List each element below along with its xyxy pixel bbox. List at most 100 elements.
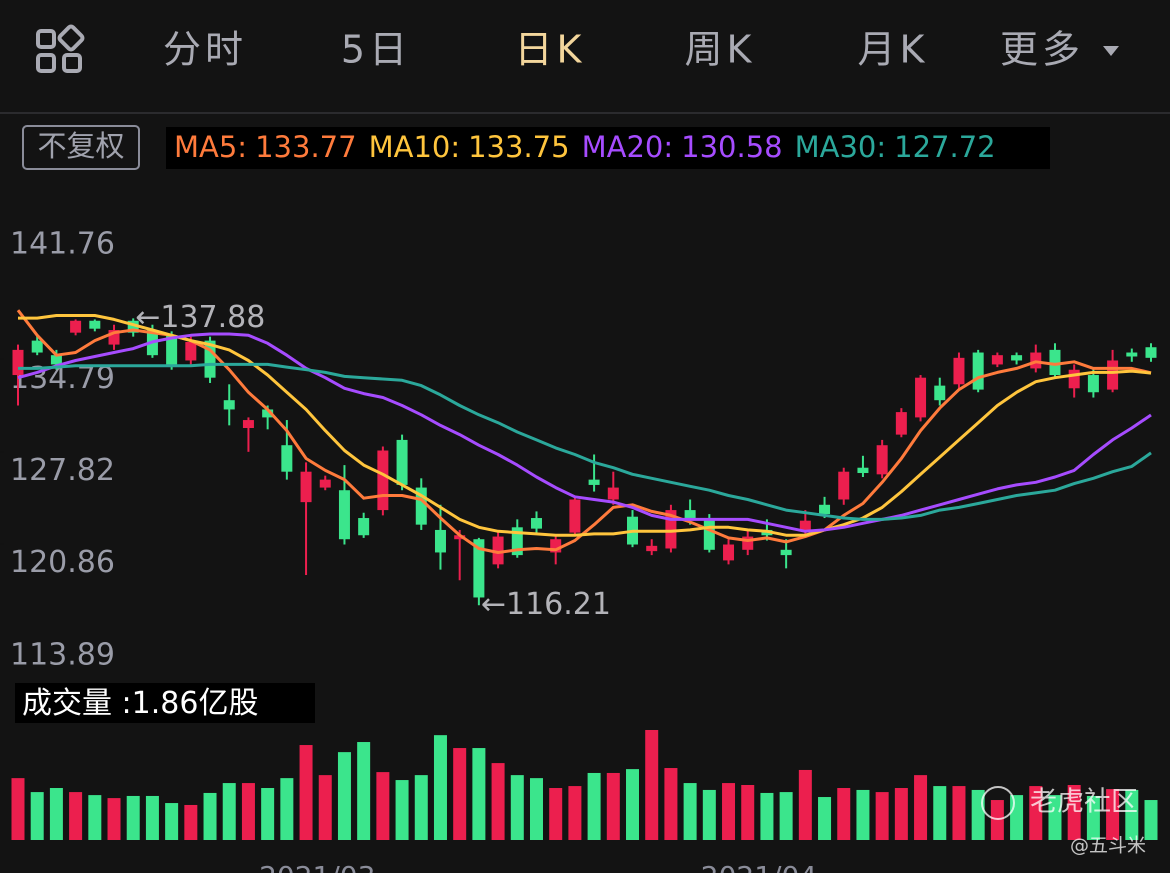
volume-bar bbox=[645, 730, 659, 840]
volume-bar bbox=[433, 735, 447, 840]
volume-bar bbox=[952, 786, 966, 840]
candle-body bbox=[415, 487, 427, 525]
candle-body bbox=[108, 330, 120, 345]
candle-body bbox=[70, 320, 82, 333]
legend-value: 130.58 bbox=[681, 130, 782, 164]
legend-name: MA10: bbox=[369, 130, 461, 164]
volume-bar bbox=[414, 775, 428, 840]
plot: 141.76134.79127.82120.86113.892021/03202… bbox=[0, 227, 1158, 873]
volume-bar bbox=[222, 783, 236, 840]
volume-bar bbox=[376, 772, 390, 840]
x-tick-label: 2021/04 bbox=[701, 860, 817, 873]
candle-body bbox=[50, 355, 62, 365]
candle-body bbox=[396, 439, 408, 485]
legend-background bbox=[166, 127, 1050, 169]
candle-body bbox=[1126, 352, 1138, 357]
volume-bar bbox=[798, 769, 812, 840]
candle-body bbox=[665, 510, 677, 549]
ma-line bbox=[16, 309, 1152, 554]
candle-body bbox=[703, 518, 715, 550]
legend: MA5: 133.77 MA10: 133.75 MA20: 130.58 MA30: 127… bbox=[174, 130, 996, 164]
icon-square bbox=[36, 29, 56, 49]
volume-bar bbox=[933, 786, 947, 840]
adjust-button[interactable]: 不复权 bbox=[37, 129, 124, 163]
candle-body bbox=[223, 400, 235, 410]
candle-body bbox=[857, 467, 869, 474]
volume-bar bbox=[165, 803, 179, 840]
candle-body bbox=[127, 320, 139, 333]
candle-body bbox=[530, 518, 542, 529]
volume-label: 成交量 :1.86亿股 bbox=[22, 686, 258, 721]
tab[interactable]: 分时 bbox=[163, 28, 247, 72]
candle-body bbox=[723, 544, 735, 561]
candle-body bbox=[89, 320, 101, 329]
volume-bar bbox=[741, 785, 755, 840]
candle-body bbox=[358, 518, 370, 536]
watermark-author: @五斗米 bbox=[1070, 835, 1146, 857]
candle-body bbox=[473, 539, 485, 598]
volume-bar bbox=[1048, 795, 1062, 840]
y-tick-label: 120.86 bbox=[10, 545, 115, 580]
tab[interactable]: 5日 bbox=[341, 28, 411, 72]
candle-body bbox=[204, 340, 216, 378]
watermark-brand: 老虎社区 bbox=[1030, 787, 1138, 818]
candle-body bbox=[281, 445, 293, 472]
candle-body bbox=[454, 535, 466, 540]
candle-body bbox=[1049, 349, 1061, 376]
volume-bar bbox=[549, 788, 563, 840]
legend-value: 127.72 bbox=[894, 130, 995, 164]
more-arrow bbox=[1103, 46, 1119, 56]
candle-body bbox=[915, 377, 927, 418]
candle-body bbox=[31, 340, 43, 353]
volume-bar bbox=[664, 768, 678, 840]
volume-bar bbox=[88, 795, 102, 840]
volume-bar bbox=[453, 748, 467, 840]
volume-bar bbox=[357, 742, 371, 840]
candle-body bbox=[742, 536, 754, 550]
volume-bar bbox=[184, 804, 198, 840]
tab[interactable]: 更多 bbox=[1000, 28, 1084, 72]
volume-bar bbox=[145, 795, 159, 840]
candle-body bbox=[434, 529, 446, 553]
y-tick-label: 113.89 bbox=[10, 638, 115, 673]
volume-bar bbox=[107, 798, 121, 840]
volume-bar bbox=[472, 748, 486, 840]
volume-bar bbox=[1144, 800, 1158, 840]
candle-body bbox=[377, 450, 389, 511]
candle-body bbox=[1145, 347, 1157, 358]
candle-body bbox=[1107, 360, 1119, 390]
layout-icon[interactable] bbox=[36, 24, 85, 73]
volume-bar bbox=[722, 783, 736, 840]
volume-bar bbox=[587, 772, 601, 840]
candle-body bbox=[1011, 355, 1023, 361]
candle-body bbox=[1087, 375, 1099, 393]
tab[interactable]: 周K bbox=[685, 28, 756, 72]
candle-body bbox=[12, 349, 24, 376]
legend-name: MA5: bbox=[174, 130, 247, 164]
volume-bar bbox=[894, 788, 908, 840]
volume-bar bbox=[1106, 789, 1120, 840]
volume-bar bbox=[818, 797, 832, 840]
x-tick-label: 2021/03 bbox=[259, 860, 375, 873]
volume-bar bbox=[69, 792, 83, 840]
adjust-button-frame[interactable] bbox=[22, 125, 140, 170]
candle-body bbox=[569, 499, 581, 533]
candle-body bbox=[953, 357, 965, 385]
tab[interactable]: 日K bbox=[515, 28, 586, 72]
volume-bar bbox=[299, 745, 313, 840]
extreme-label: ←137.88 bbox=[135, 300, 265, 335]
volume-label-background bbox=[15, 683, 315, 723]
volume-bar bbox=[779, 792, 793, 840]
watermark-logo bbox=[981, 786, 1015, 820]
volume-bar bbox=[856, 789, 870, 840]
legend-name: MA20: bbox=[582, 130, 674, 164]
candle-body bbox=[646, 545, 658, 552]
tab[interactable]: 月K bbox=[858, 28, 929, 72]
volume-bar bbox=[337, 752, 351, 840]
candle-body bbox=[166, 335, 178, 365]
candle-body bbox=[319, 479, 331, 488]
volume-bar bbox=[11, 778, 25, 840]
volume-bar bbox=[760, 792, 774, 840]
